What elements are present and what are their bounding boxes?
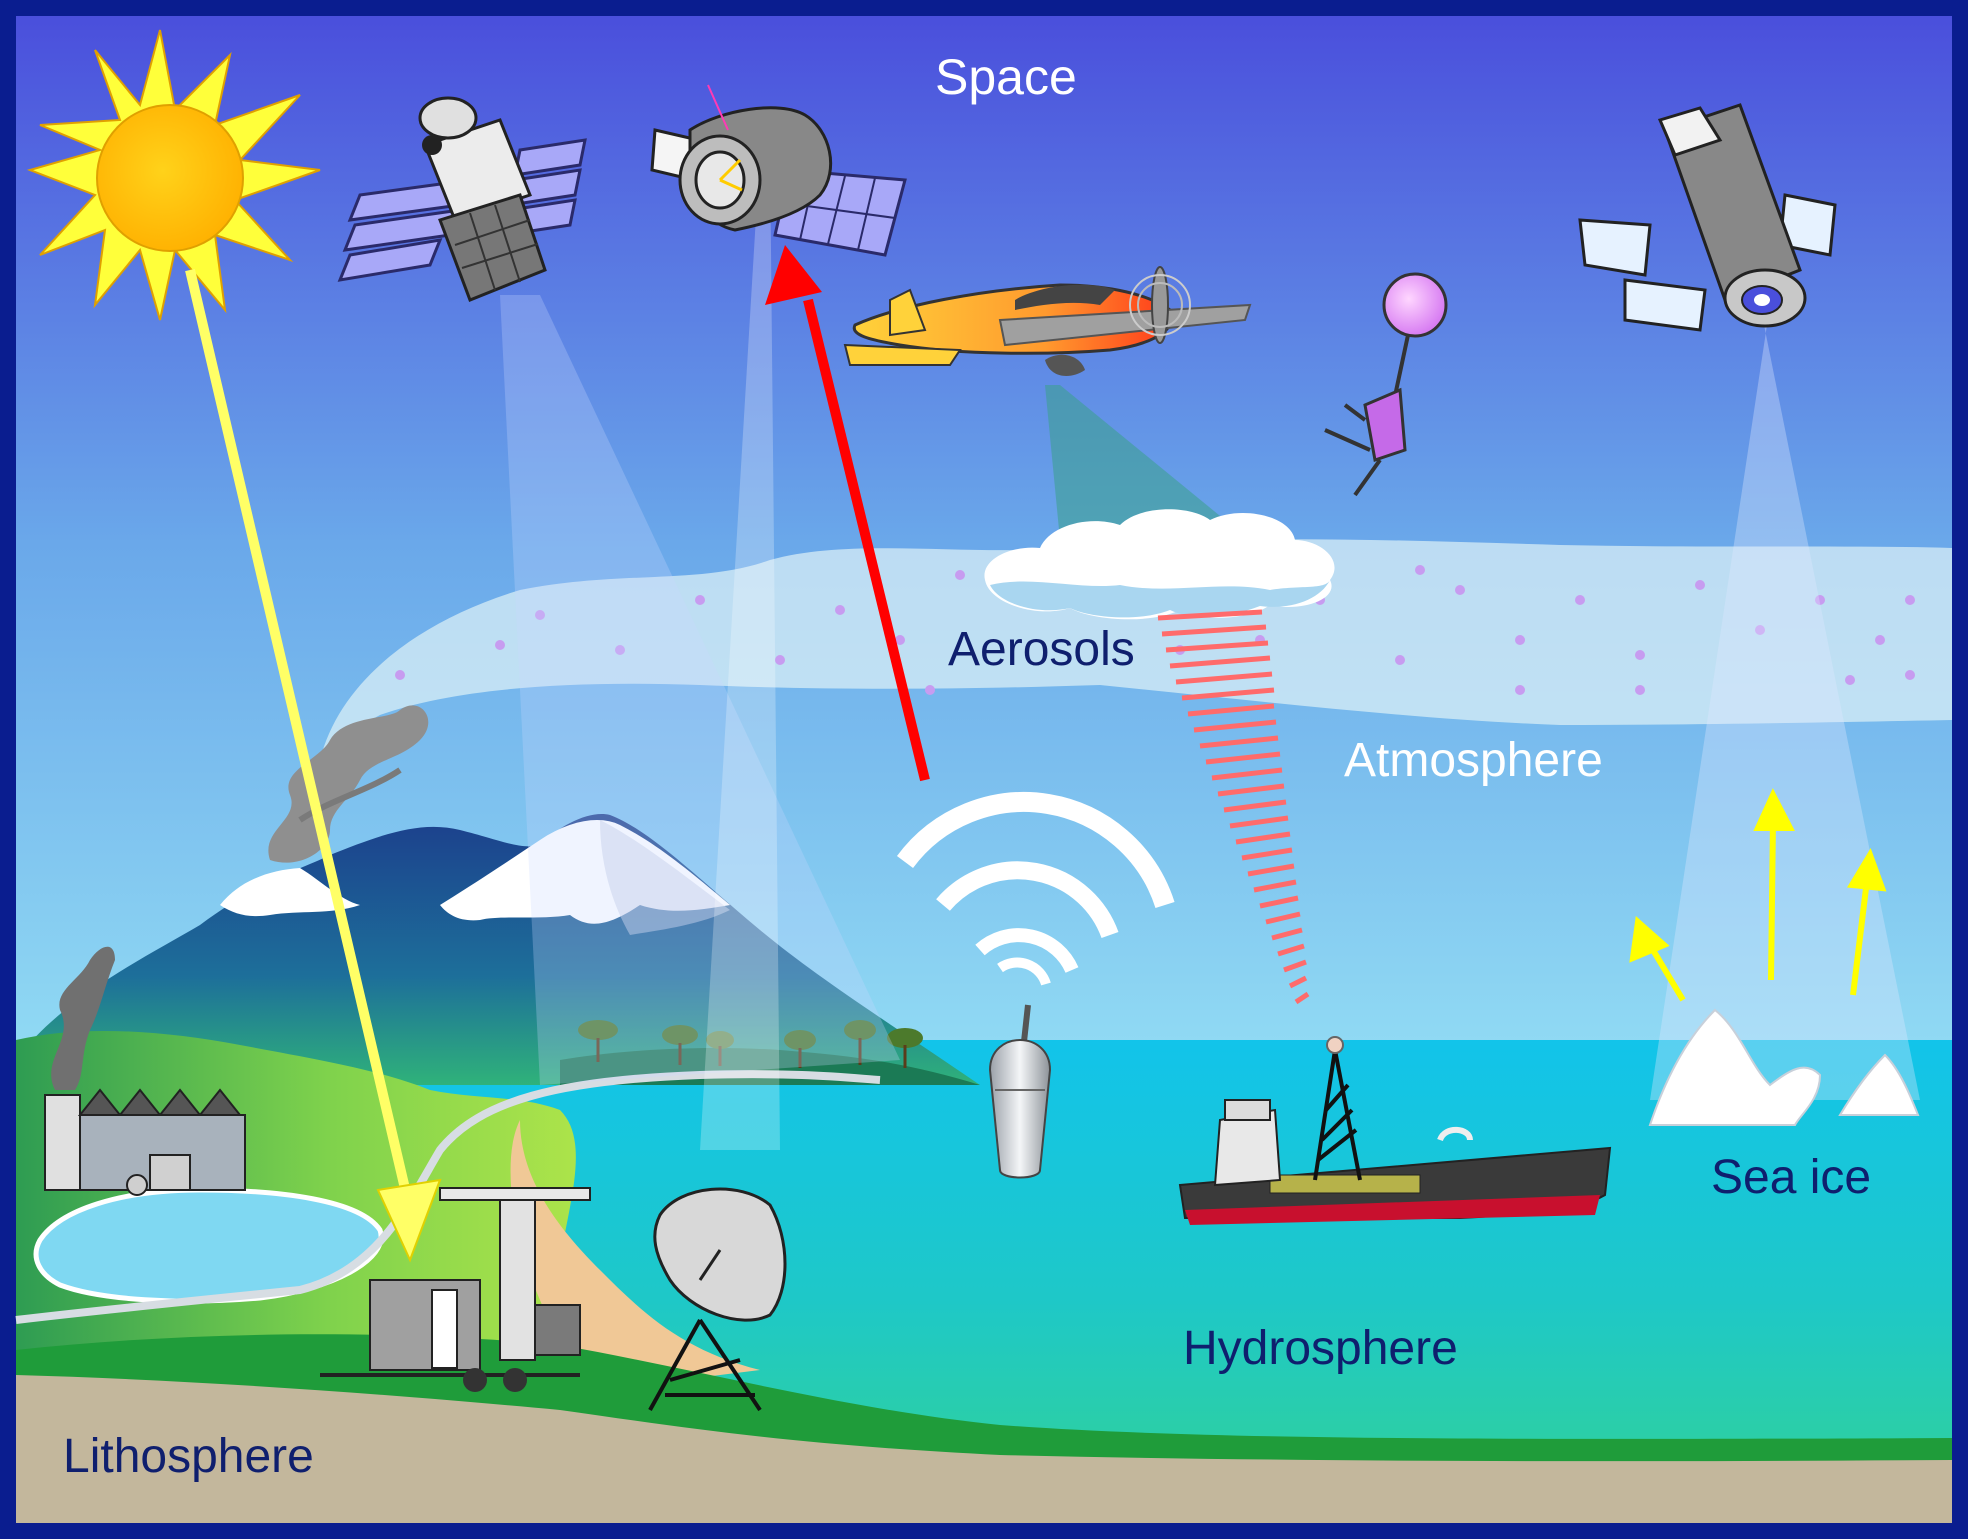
label-atmosphere: Atmosphere: [1344, 734, 1603, 787]
mountain-range: [16, 814, 980, 1085]
reflected-radiation-arrows: [1629, 788, 1887, 1002]
label-aerosols: Aerosols: [948, 623, 1135, 676]
volcano-smoke: [268, 705, 429, 863]
ground: [16, 1375, 1952, 1523]
label-space: Space: [935, 49, 1077, 105]
radio-signal-waves: [896, 791, 1175, 986]
sea-ice-icon: [1648, 1008, 1920, 1126]
radio-dish-icon: [648, 1187, 787, 1412]
airplane-icon: [843, 266, 1252, 376]
label-sea-ice: Sea ice: [1711, 1151, 1872, 1204]
satellite-3-icon: [1578, 103, 1837, 332]
aerosol-layer: [320, 539, 1952, 760]
cloud: [984, 509, 1335, 620]
ground-station-icon: [320, 1187, 591, 1392]
river: [15, 1070, 881, 1324]
satellite-2-icon: [650, 84, 907, 257]
label-hydrosphere: Hydrosphere: [1183, 1322, 1458, 1375]
sensor-beams: [500, 150, 1920, 1150]
sun-icon: [26, 29, 321, 321]
satellite-1-icon: [337, 96, 587, 302]
lake: [33, 1187, 384, 1304]
factory-icon: [44, 946, 246, 1196]
emitted-radiation-arrow: [765, 245, 930, 782]
weather-balloon-icon: [1324, 272, 1448, 497]
radar-beam: [1157, 609, 1310, 1005]
mountain-highlight: [600, 820, 730, 935]
ocean-buoy-icon: [988, 1004, 1052, 1179]
sunlight-arrow: [185, 268, 442, 1263]
label-lithosphere: Lithosphere: [63, 1430, 314, 1483]
research-ship-icon: [1178, 1036, 1612, 1225]
